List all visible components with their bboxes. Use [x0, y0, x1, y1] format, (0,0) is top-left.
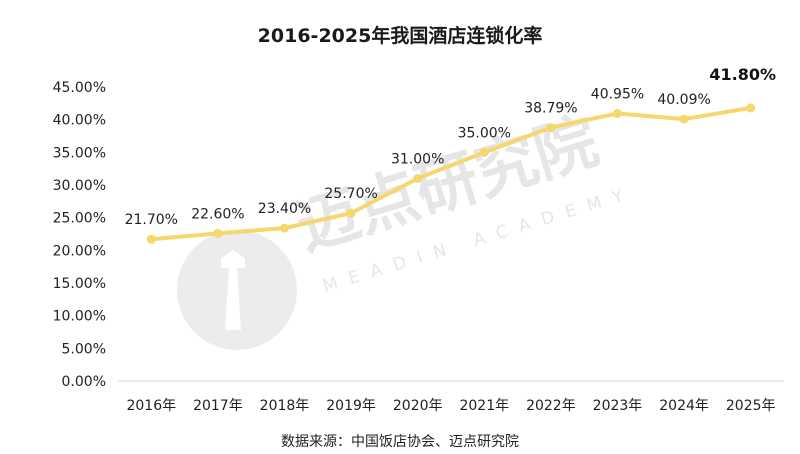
y-tick-label: 20.00%	[53, 243, 106, 259]
y-tick-label: 15.00%	[53, 276, 106, 292]
data-label: 23.40%	[258, 201, 311, 217]
data-point	[413, 173, 423, 183]
data-point	[746, 103, 756, 113]
data-point	[280, 223, 289, 233]
chart-title: 2016-2025年我国酒店连锁化率	[258, 24, 543, 47]
x-tick-label: 2021年	[459, 398, 509, 414]
x-tick-label: 2016年	[126, 398, 176, 414]
watermark-tower-icon	[221, 250, 245, 330]
data-point	[346, 208, 356, 218]
y-tick-label: 35.00%	[53, 145, 106, 161]
data-label: 21.70%	[125, 212, 178, 228]
data-point	[546, 123, 556, 133]
data-point	[213, 228, 223, 238]
x-tick-label: 2018年	[260, 398, 310, 414]
x-axis-ticks: 2016年 2017年 2018年 2019年 2020年 2021年 2022年 2023年…	[126, 398, 775, 414]
y-tick-label: 45.00%	[53, 80, 106, 96]
x-tick-label: 2025年	[726, 398, 776, 414]
watermark: 迈点研究院 MEADIN ACADEMY	[177, 104, 637, 350]
x-tick-label: 2022年	[526, 398, 576, 414]
y-tick-label: 40.00%	[53, 113, 106, 129]
y-tick-label: 0.00%	[62, 374, 106, 390]
data-label: 22.60%	[191, 206, 244, 222]
y-tick-label: 30.00%	[53, 178, 106, 194]
data-label: 35.00%	[458, 125, 511, 141]
x-tick-label: 2023年	[593, 398, 643, 414]
data-point	[679, 114, 689, 124]
data-point	[613, 108, 622, 118]
series-line	[149, 105, 753, 242]
x-tick-label: 2024年	[659, 398, 709, 414]
data-label: 40.09%	[657, 92, 710, 108]
data-point	[146, 234, 156, 244]
y-tick-label: 5.00%	[62, 341, 106, 357]
y-axis-ticks: 0.00% 5.00% 10.00% 15.00% 20.00% 25.00% 30.00%…	[53, 80, 106, 390]
data-point	[479, 147, 489, 157]
y-tick-label: 10.00%	[53, 309, 106, 325]
data-label: 31.00%	[391, 151, 444, 167]
source-note: 数据来源：中国饭店协会、迈点研究院	[281, 434, 519, 450]
data-labels: 21.70% 22.60% 23.40% 25.70% 31.00% 35.00% 38.7…	[125, 65, 776, 228]
x-tick-label: 2019年	[326, 398, 376, 414]
data-label: 25.70%	[324, 186, 377, 202]
y-tick-label: 25.00%	[53, 211, 106, 227]
data-label: 40.95%	[591, 86, 644, 102]
x-tick-label: 2017年	[193, 398, 243, 414]
series-points	[146, 103, 756, 244]
data-label: 41.80%	[709, 65, 776, 84]
x-tick-label: 2020年	[393, 398, 443, 414]
data-label: 38.79%	[524, 101, 577, 117]
